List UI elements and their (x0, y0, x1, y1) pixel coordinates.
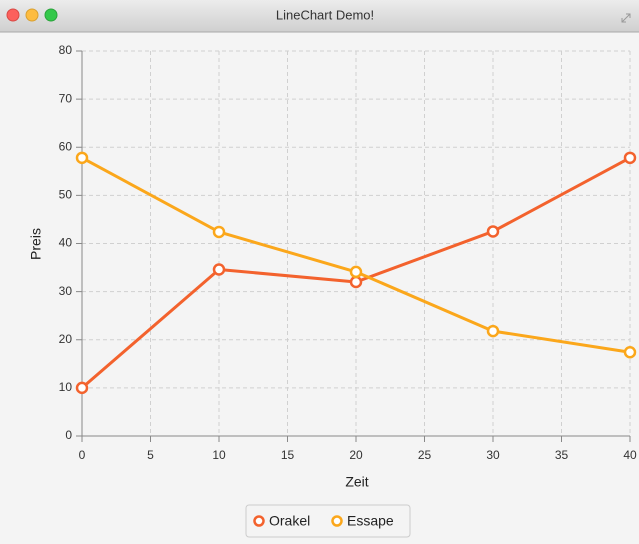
y-tick-label: 30 (59, 284, 73, 298)
x-tick-label: 30 (486, 448, 500, 462)
data-point (212, 263, 226, 276)
x-tick-label: 25 (418, 448, 432, 462)
window-title: LineChart Demo! (276, 7, 374, 22)
y-tick-label: 70 (59, 91, 73, 105)
legend-symbol (331, 515, 343, 527)
title-bar (0, 0, 639, 32)
y-tick-label: 80 (59, 43, 73, 57)
y-tick-label: 10 (59, 380, 73, 394)
data-point (486, 324, 500, 338)
data-point (349, 275, 363, 289)
x-tick-label: 20 (349, 448, 363, 462)
y-tick-label: 20 (59, 332, 73, 346)
x-tick-label: 15 (281, 448, 295, 462)
x-axis-label: Zeit (345, 474, 368, 490)
x-tick-label: 5 (147, 448, 154, 462)
x-tick-label: 10 (212, 448, 226, 462)
legend-label: Essape (347, 513, 394, 529)
data-point (212, 225, 226, 239)
x-tick-label: 35 (555, 448, 569, 462)
y-tick-label: 40 (59, 236, 73, 250)
x-tick-label: 0 (79, 448, 86, 462)
y-tick-label: 0 (65, 428, 72, 442)
x-tick-label: 40 (623, 448, 637, 462)
close-button[interactable] (6, 8, 20, 22)
data-point (75, 381, 89, 395)
data-point (623, 151, 637, 165)
minimize-button[interactable] (25, 8, 39, 22)
data-point (75, 151, 89, 165)
legend-label: Orakel (269, 513, 310, 529)
zoom-button[interactable] (44, 8, 58, 22)
data-point (349, 265, 363, 279)
data-point (486, 225, 500, 238)
legend (245, 504, 411, 538)
y-tick-label: 50 (59, 188, 73, 202)
y-tick-label: 60 (59, 139, 73, 153)
data-point (623, 346, 637, 359)
fullscreen-button[interactable] (621, 13, 631, 23)
legend-symbol (253, 515, 265, 527)
y-axis-label: Preis (28, 228, 44, 260)
